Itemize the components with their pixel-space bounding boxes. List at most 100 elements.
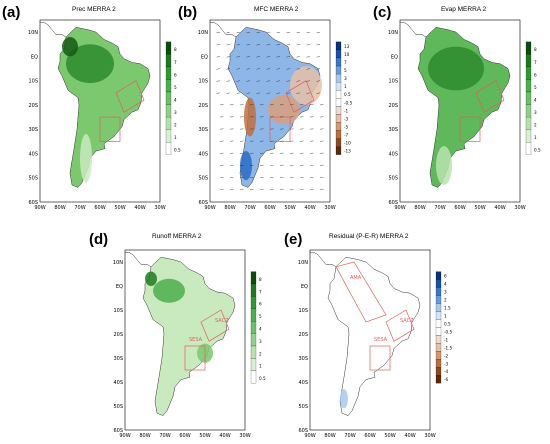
colorbar-tick-label: 0.5	[259, 376, 266, 381]
lat-label: 40S	[28, 151, 38, 157]
lat-label: EQ	[391, 54, 398, 60]
colorbar-tick-label: -1.5	[444, 345, 453, 350]
wind-vector	[296, 80, 301, 82]
colorbar-tick-label: 13	[344, 44, 350, 49]
wind-vector	[226, 68, 231, 70]
wind-vector	[316, 68, 321, 70]
colorbar-tick-label: -5	[344, 124, 349, 129]
lat-label: 40S	[298, 380, 308, 386]
map-title-d: Runoff MERRA 2	[152, 233, 202, 240]
colorbar-segment	[525, 116, 532, 130]
wind-vector	[256, 44, 261, 46]
colorbar-segment	[165, 54, 172, 68]
wind-vector	[276, 92, 281, 94]
wind-vector	[316, 92, 321, 94]
lat-label: 30S	[113, 356, 123, 362]
colorbar-tick-label: 8	[534, 47, 537, 52]
wind-vector	[266, 68, 271, 70]
lon-label: 90W	[204, 205, 215, 211]
colorbar-segment	[250, 358, 257, 371]
wind-vector	[216, 56, 221, 58]
colorbar-tick-label: 3	[344, 76, 347, 81]
colorbar-segment	[250, 321, 257, 334]
lat-label: 10N	[113, 260, 123, 266]
lat-label: 30S	[198, 127, 208, 133]
wind-vector	[276, 31, 281, 34]
colorbar-segment	[165, 129, 172, 143]
wind-vector	[306, 31, 311, 34]
colorbar-tick-label: 5	[344, 68, 347, 73]
lat-label: 20S	[198, 103, 208, 109]
lat-label: 60S	[113, 428, 123, 434]
colorbar-tick-label: 1	[534, 135, 537, 140]
colorbar-tick-label: 3	[174, 110, 177, 115]
lat-label: 40S	[198, 151, 208, 157]
colorbar-segment	[525, 41, 532, 55]
central-america-coast	[400, 22, 427, 38]
central-america-coast	[125, 252, 152, 268]
wind-vector	[316, 31, 321, 34]
colorbar-tick-label: 0.5	[444, 321, 451, 326]
lat-label: 20S	[298, 332, 308, 338]
wind-vector	[236, 56, 241, 58]
colorbar-segment	[165, 104, 172, 118]
wind-vector	[236, 31, 241, 34]
colorbar-tick-label: 4	[174, 97, 177, 102]
colorbar-segment	[435, 271, 442, 280]
lon-label: 60W	[454, 205, 465, 211]
central-america-coast	[40, 22, 67, 38]
colorbar-tick-label: 7	[344, 60, 347, 65]
wind-vector	[316, 80, 321, 82]
colorbar-tick-label: -10	[344, 141, 351, 146]
colorbar-segment	[435, 359, 442, 368]
wind-vector	[316, 56, 321, 58]
colorbar-tick-label: 2	[259, 351, 262, 356]
lat-label: 10N	[28, 30, 38, 36]
colorbar-segment	[250, 308, 257, 322]
colorbar-segment	[435, 319, 442, 328]
sesa-box	[184, 345, 206, 371]
lat-label: 60S	[388, 200, 398, 206]
lon-label: 90W	[119, 433, 130, 439]
divergence-andes	[244, 97, 256, 137]
colorbar-tick-label: -2	[444, 353, 449, 358]
colorbar-segment	[435, 279, 442, 288]
colorbar-segment	[435, 367, 442, 376]
colorbar-tick-label: 10	[344, 52, 350, 57]
colorbar-segment	[250, 296, 257, 309]
wind-vector	[246, 56, 251, 58]
lat-label: 10S	[198, 79, 208, 85]
sesa-box	[369, 345, 391, 371]
panel-letter-d: (d)	[89, 231, 109, 248]
lon-label: 80W	[139, 433, 150, 439]
lat-label: 50S	[28, 176, 38, 182]
runoff-andes	[145, 271, 157, 286]
lat-label: EQ	[31, 54, 38, 60]
colorbar-tick-label: -7	[344, 133, 349, 138]
wind-vector	[276, 56, 281, 58]
wind-vector	[286, 56, 291, 58]
colorbar-segment	[335, 82, 342, 91]
colorbar-segment	[525, 104, 532, 118]
wind-vector	[296, 68, 301, 70]
colorbar-tick-label: 1	[174, 135, 177, 140]
lon-label: 80W	[224, 205, 235, 211]
map-title-e: Residual (P-E-R) MERRA 2	[329, 233, 409, 240]
divergence-ne-brazil	[290, 66, 322, 105]
lat-label: 50S	[113, 404, 123, 410]
colorbar-segment	[435, 343, 442, 352]
wind-vector	[256, 68, 261, 70]
colorbar-segment	[250, 345, 257, 359]
wind-vector	[246, 92, 251, 94]
wind-vector	[266, 31, 271, 34]
lat-label: EQ	[116, 284, 123, 290]
wind-vector	[226, 31, 231, 34]
colorbar-tick-label: 0.5	[174, 148, 181, 153]
colorbar-tick-label: 3	[259, 339, 262, 344]
colorbar-tick-label: 1	[344, 84, 347, 89]
lon-label: 40W	[494, 205, 505, 211]
lat-label: EQ	[201, 54, 208, 60]
map-title-a: Prec MERRA 2	[72, 6, 116, 13]
